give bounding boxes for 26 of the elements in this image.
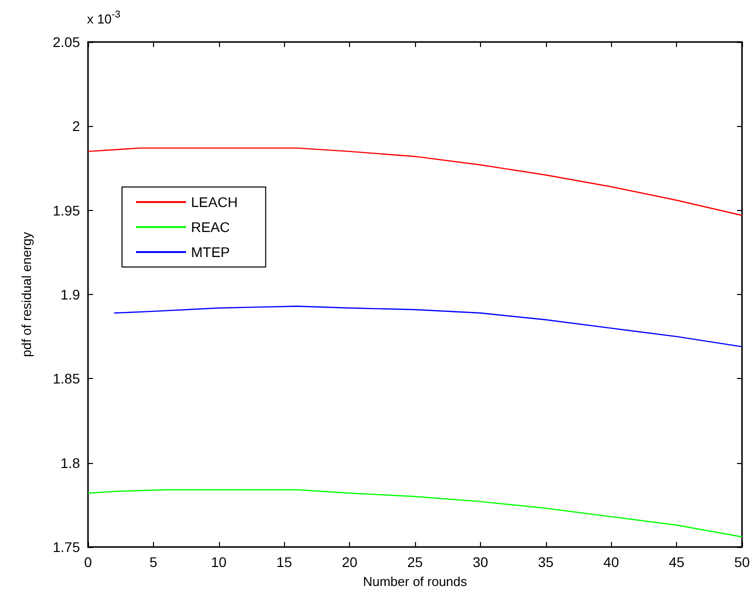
legend-label: LEACH [191,194,238,210]
y-tick-label: 1.8 [60,454,80,471]
y-tick-label: 1.85 [52,370,80,387]
y-tick-label: 1.95 [52,202,80,218]
line-series [87,489,743,538]
x-tick-label: 5 [150,554,158,570]
y-tick-label: 2 [72,118,80,134]
x-tick-label: 40 [603,554,620,570]
x-tick-label: 30 [472,554,488,570]
x-tick-label: 0 [84,554,92,570]
line-series [114,306,743,348]
x-tick-label: 15 [276,554,292,570]
x-tick-label: 45 [668,554,685,570]
y-tick-label: 1.75 [52,539,80,555]
legend-label: MTEP [191,244,230,260]
y-axis-title: pdf of residual energy [19,231,34,358]
x-tick-label: 35 [538,554,554,570]
x-axis-title: Number of rounds [362,574,468,589]
x-tick-label: 50 [734,554,750,570]
line-series [87,147,743,216]
y-tick-label: 2.05 [52,34,80,50]
x-tick-label: 25 [407,554,423,570]
y-tick-label: 1.9 [60,286,80,302]
legend-label: REAC [191,219,230,235]
x-tick-label: 20 [342,554,358,570]
x-tick-label: 10 [211,554,227,570]
